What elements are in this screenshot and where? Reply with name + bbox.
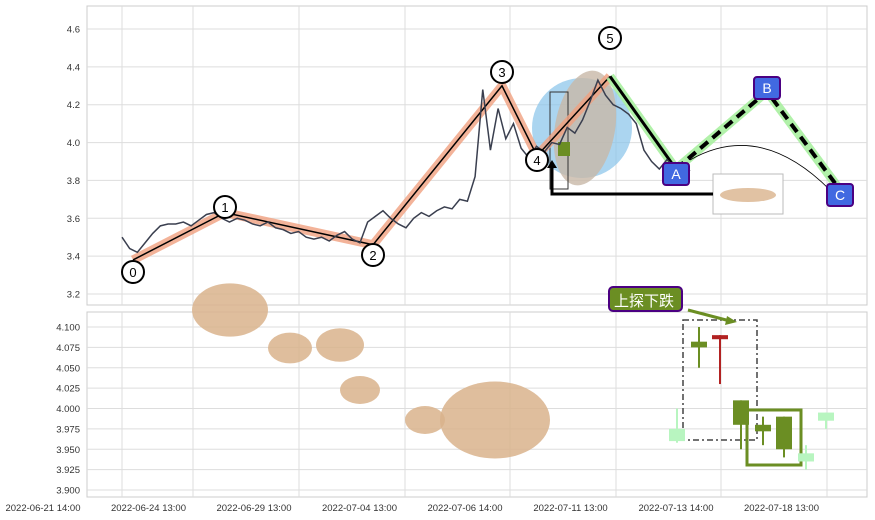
x-tick-label: 2022-07-13 14:00 (638, 503, 713, 514)
abc-marker-label: B (762, 80, 771, 96)
abc-marker-B (753, 76, 781, 100)
x-tick-label: 2022-06-24 13:00 (111, 503, 186, 514)
x-tick-label: 2022-06-21 14:00 (5, 503, 80, 514)
x-tick-label: 2022-07-04 13:00 (322, 503, 397, 514)
y-tick-label: 4.2 (67, 100, 80, 111)
a-leg-line (608, 75, 678, 170)
y-tick-label: 4.0 (67, 138, 80, 149)
wave-marker-label: 4 (533, 153, 540, 168)
candle-body (776, 416, 792, 450)
dog-image (316, 328, 364, 362)
wave-marker-3 (490, 60, 514, 84)
thumbnail-dogs (720, 188, 776, 202)
y-tick-label: 3.900 (56, 486, 80, 497)
abc-marker-label: A (671, 166, 681, 182)
wave-marker-label: 3 (498, 65, 505, 80)
x-tick-label: 2022-07-11 13:00 (533, 503, 607, 514)
pattern-box (682, 319, 758, 441)
x-tick-label: 2022-07-06 14:00 (427, 503, 502, 514)
abc-marker-A (662, 162, 690, 186)
arrow-head (547, 160, 557, 168)
annotation-label: 上探下跌 (614, 293, 675, 310)
y-tick-label: 3.925 (56, 465, 80, 476)
y-tick-label: 4.025 (56, 384, 80, 395)
highlight-box (745, 408, 803, 467)
wave-marker-label: 0 (129, 265, 136, 280)
candle-body (669, 428, 685, 442)
annotation-arrow (687, 308, 731, 323)
dog-image (268, 332, 312, 364)
candle-body (755, 424, 771, 432)
annotation-arrow-head (725, 316, 737, 325)
wave-marker-2 (361, 243, 385, 267)
dog-image (440, 381, 550, 459)
highlight-ellipse (553, 70, 617, 186)
wave-line (132, 75, 611, 261)
y-tick-label: 4.6 (67, 25, 80, 36)
candle-body (733, 400, 749, 425)
abc-marker-C (826, 183, 854, 207)
y-tick-label: 4.4 (67, 62, 80, 73)
dog-image (340, 376, 380, 404)
candle-body (798, 453, 814, 462)
candle-body (818, 412, 834, 421)
arc-line (689, 145, 831, 191)
dog-image (405, 406, 445, 434)
candle-body (712, 335, 728, 340)
wave-marker-4 (525, 148, 549, 172)
y-tick-label: 3.4 (67, 252, 80, 263)
y-tick-label: 4.075 (56, 343, 80, 354)
y-tick-label: 3.8 (67, 176, 80, 187)
y-tick-label: 4.000 (56, 404, 80, 415)
abc-marker-label: C (835, 187, 845, 203)
x-tick-label: 2022-06-29 13:00 (216, 503, 291, 514)
y-tick-label: 3.975 (56, 424, 80, 435)
y-tick-label: 3.6 (67, 214, 80, 225)
y-tick-label: 4.050 (56, 363, 80, 374)
candle-marker (558, 142, 570, 156)
candle-body (691, 341, 707, 348)
wave-marker-label: 5 (606, 31, 613, 46)
y-tick-label: 3.2 (67, 290, 80, 301)
wave-marker-label: 1 (221, 200, 228, 215)
dog-image (192, 283, 268, 337)
y-tick-label: 4.100 (56, 323, 80, 334)
annotation-box (608, 286, 683, 312)
wave-marker-1 (213, 195, 237, 219)
wave-marker-label: 2 (369, 248, 376, 263)
arrow-line (550, 166, 713, 196)
x-tick-label: 2022-07-18 13:00 (744, 503, 819, 514)
wave-marker-5 (598, 26, 622, 50)
wave-marker-0 (121, 260, 145, 284)
y-tick-label: 3.950 (56, 445, 80, 456)
